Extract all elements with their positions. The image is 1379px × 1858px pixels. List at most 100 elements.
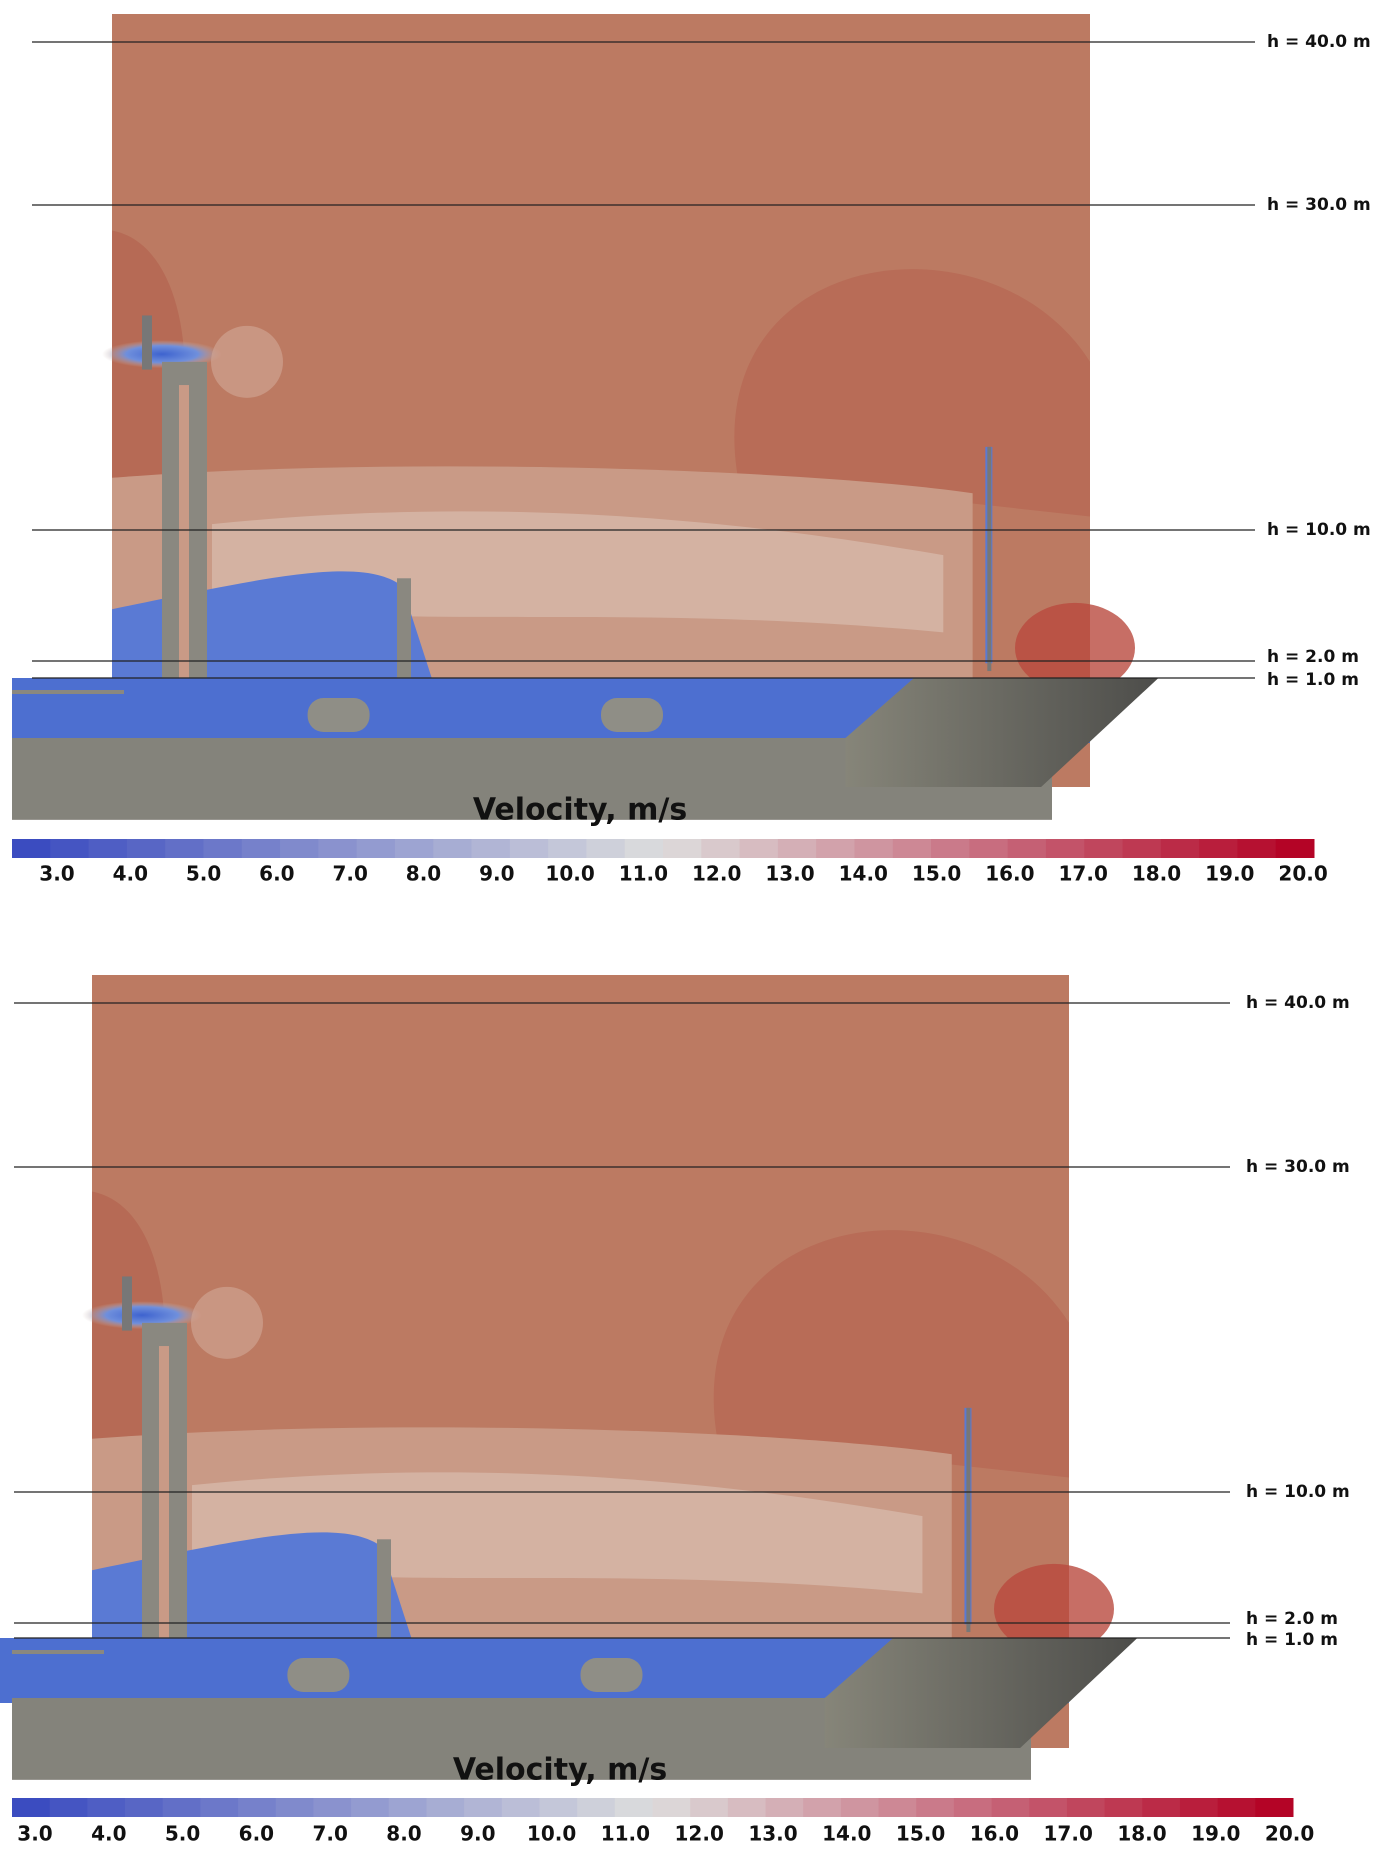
colorbar-segment [242, 839, 281, 858]
colorbar-segment [539, 1798, 577, 1817]
colorbar-segment [816, 839, 855, 858]
colorbar-segment [12, 1798, 50, 1817]
colorbar-segment [1123, 839, 1162, 858]
height-label: h = 1.0 m [1246, 1630, 1338, 1650]
exhaust-bubble [211, 326, 283, 398]
colorbar-segment [433, 839, 472, 858]
colorbar-tick-label: 8.0 [386, 1822, 421, 1846]
exhaust-bubble [191, 1287, 263, 1359]
colorbar-tick-label: 4.0 [91, 1822, 126, 1846]
colorbar-segment [879, 1798, 917, 1817]
colorbar-segment [1161, 839, 1200, 858]
colorbar-tick-label: 15.0 [896, 1822, 945, 1846]
colorbar-tick-label: 9.0 [460, 1822, 495, 1846]
colorbar-segment [701, 839, 740, 858]
colorbar-segment [203, 839, 242, 858]
vent [397, 578, 411, 678]
colorbar-tick-label: 16.0 [970, 1822, 1019, 1846]
colorbar-segment [318, 839, 357, 858]
colorbar-segment [1105, 1798, 1143, 1817]
colorbar-tick-label: 19.0 [1191, 1822, 1240, 1846]
colorbar-tick-label: 13.0 [748, 1822, 797, 1846]
colorbar-segment [472, 839, 511, 858]
colorbar-tick-label: 11.0 [601, 1822, 650, 1846]
colorbar-segment [50, 839, 89, 858]
colorbar-segment [992, 1798, 1030, 1817]
colorbar-tick-label: 17.0 [1044, 1822, 1093, 1846]
colorbar-segment [653, 1798, 691, 1817]
panel: h = 40.0 mh = 30.0 mh = 10.0 mh = 2.0 mh… [12, 14, 1371, 886]
colorbar-segment [969, 839, 1008, 858]
colorbar-tick-label: 5.0 [165, 1822, 200, 1846]
height-label: h = 10.0 m [1267, 520, 1371, 540]
colorbar-segment [954, 1798, 992, 1817]
colorbar-tick-label: 10.0 [545, 862, 594, 886]
colorbar-segment [389, 1798, 427, 1817]
colorbar-segment [1142, 1798, 1180, 1817]
colorbar-segment [127, 839, 166, 858]
colorbar-tick-label: 3.0 [17, 1822, 52, 1846]
colorbar-tick-label: 11.0 [619, 862, 668, 886]
colorbar-segment [165, 839, 204, 858]
colorbar-segment [1029, 1798, 1067, 1817]
colorbar-segment [89, 839, 128, 858]
colorbar-segment [50, 1798, 88, 1817]
colorbar-segment [625, 839, 664, 858]
colorbar-segment [280, 839, 319, 858]
colorbar-tick-label: 3.0 [39, 862, 74, 886]
colorbar-tick-label: 6.0 [239, 1822, 274, 1846]
colorbar-segment [1067, 1798, 1105, 1817]
tank [601, 698, 663, 732]
colorbar-segment [12, 839, 51, 858]
height-label: h = 2.0 m [1246, 1609, 1338, 1629]
colorbar-tick-label: 15.0 [912, 862, 961, 886]
height-label: h = 2.0 m [1267, 647, 1359, 667]
colorbar-segment [586, 839, 625, 858]
colorbar-segment [125, 1798, 163, 1817]
colorbar-tick-label: 14.0 [839, 862, 888, 886]
vent [377, 1539, 391, 1639]
colorbar-segment [803, 1798, 841, 1817]
colorbar-tick-label: 12.0 [675, 1822, 724, 1846]
colorbar-tick-label: 16.0 [985, 862, 1034, 886]
rail [12, 1650, 104, 1654]
colorbar-segment [357, 839, 396, 858]
figure: h = 40.0 mh = 30.0 mh = 10.0 mh = 2.0 mh… [0, 0, 1379, 1858]
colorbar-tick-label: 18.0 [1117, 1822, 1166, 1846]
colorbar-tick-label: 5.0 [186, 862, 221, 886]
tower-gap [179, 385, 189, 679]
colorbar-tick-label: 18.0 [1132, 862, 1181, 886]
tank [581, 1658, 643, 1692]
colorbar-segment [577, 1798, 615, 1817]
colorbar-segment [464, 1798, 502, 1817]
colorbar-segment [1008, 839, 1047, 858]
colorbar-tick-label: 14.0 [822, 1822, 871, 1846]
colorbar-segment [351, 1798, 389, 1817]
colorbar-segment [510, 839, 549, 858]
colorbar-tick-label: 6.0 [259, 862, 294, 886]
colorbar-segment [1199, 839, 1238, 858]
colorbar-title: Velocity, m/s [473, 793, 687, 828]
colorbar-segment [426, 1798, 464, 1817]
colorbar-tick-label: 7.0 [332, 862, 367, 886]
colorbar-segment [740, 839, 779, 858]
colorbar-segment [87, 1798, 125, 1817]
colorbar-segment [615, 1798, 653, 1817]
colorbar-segment [1180, 1798, 1218, 1817]
colorbar-segment [548, 839, 587, 858]
height-label: h = 30.0 m [1246, 1157, 1350, 1177]
colorbar-tick-label: 8.0 [406, 862, 441, 886]
colorbar-tick-label: 7.0 [312, 1822, 347, 1846]
rail [12, 690, 124, 694]
colorbar-tick-label: 20.0 [1265, 1822, 1314, 1846]
colorbar-tick-label: 12.0 [692, 862, 741, 886]
colorbar-segment [1084, 839, 1123, 858]
colorbar-tick-label: 20.0 [1278, 862, 1327, 886]
colorbar-segment [766, 1798, 804, 1817]
colorbar-segment [893, 839, 932, 858]
colorbar-segment [1218, 1798, 1256, 1817]
height-label: h = 10.0 m [1246, 1482, 1350, 1502]
panel: h = 40.0 mh = 30.0 mh = 10.0 mh = 2.0 mh… [0, 975, 1350, 1846]
colorbar-segment [916, 1798, 954, 1817]
colorbar-tick-label: 17.0 [1059, 862, 1108, 886]
